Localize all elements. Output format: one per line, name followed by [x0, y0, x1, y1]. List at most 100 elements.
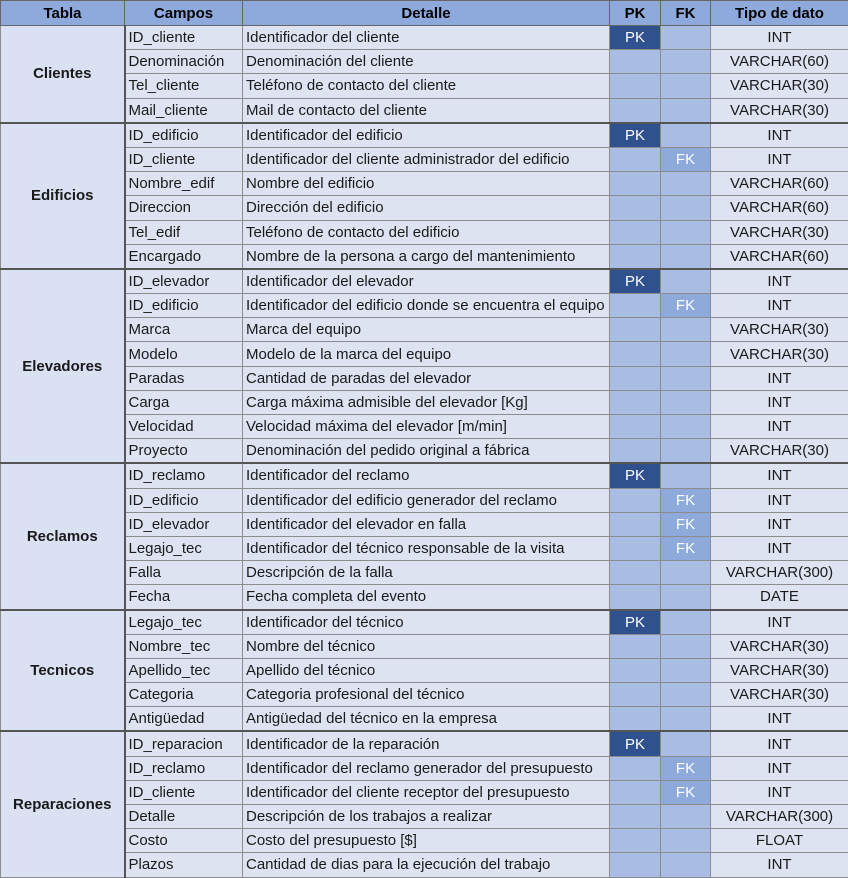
data-type-cell: VARCHAR(60)	[711, 244, 848, 269]
pk-cell	[610, 172, 661, 196]
field-detail-cell: Costo del presupuesto [$]	[243, 829, 610, 853]
data-type-cell: VARCHAR(30)	[711, 658, 848, 682]
pk-cell: PK	[610, 269, 661, 294]
field-detail-cell: Modelo de la marca del equipo	[243, 342, 610, 366]
data-type-cell: INT	[711, 123, 848, 148]
fk-cell	[661, 463, 711, 488]
pk-cell	[610, 196, 661, 220]
data-type-cell: VARCHAR(60)	[711, 172, 848, 196]
field-name-cell: Denominación	[125, 50, 243, 74]
field-name-cell: ID_reclamo	[125, 756, 243, 780]
field-detail-cell: Identificador del edificio donde se encu…	[243, 294, 610, 318]
fk-cell	[661, 853, 711, 877]
pk-cell: PK	[610, 123, 661, 148]
field-name-cell: Paradas	[125, 366, 243, 390]
field-detail-cell: Identificador del técnico responsable de…	[243, 536, 610, 560]
field-name-cell: ID_edificio	[125, 294, 243, 318]
field-detail-cell: Denominación del pedido original a fábri…	[243, 439, 610, 464]
data-type-cell: INT	[711, 512, 848, 536]
data-type-cell: INT	[711, 756, 848, 780]
fk-cell: FK	[661, 756, 711, 780]
fk-cell	[661, 366, 711, 390]
field-name-cell: Plazos	[125, 853, 243, 877]
header-fk: FK	[661, 1, 711, 26]
field-detail-cell: Antigüedad del técnico en la empresa	[243, 707, 610, 732]
data-type-cell: VARCHAR(60)	[711, 50, 848, 74]
pk-cell	[610, 439, 661, 464]
pk-cell	[610, 683, 661, 707]
fk-cell	[661, 196, 711, 220]
data-type-cell: INT	[711, 26, 848, 50]
fk-cell	[661, 98, 711, 123]
fk-cell	[661, 415, 711, 439]
fk-cell: FK	[661, 488, 711, 512]
field-detail-cell: Velocidad máxima del elevador [m/min]	[243, 415, 610, 439]
table-name-cell: Elevadores	[1, 269, 125, 464]
field-name-cell: Nombre_edif	[125, 172, 243, 196]
field-name-cell: ID_cliente	[125, 147, 243, 171]
data-type-cell: INT	[711, 610, 848, 635]
table-name-cell: Tecnicos	[1, 610, 125, 732]
pk-cell	[610, 853, 661, 877]
field-detail-cell: Teléfono de contacto del edificio	[243, 220, 610, 244]
field-detail-cell: Identificador del técnico	[243, 610, 610, 635]
field-name-cell: Legajo_tec	[125, 610, 243, 635]
field-detail-cell: Identificador del elevador	[243, 269, 610, 294]
fk-cell	[661, 172, 711, 196]
pk-cell	[610, 585, 661, 610]
field-detail-cell: Identificador del edificio generador del…	[243, 488, 610, 512]
field-name-cell: Tel_edif	[125, 220, 243, 244]
header-campos: Campos	[125, 1, 243, 26]
fk-cell	[661, 829, 711, 853]
pk-cell: PK	[610, 463, 661, 488]
fk-cell	[661, 683, 711, 707]
field-name-cell: ID_reclamo	[125, 463, 243, 488]
pk-cell	[610, 512, 661, 536]
pk-cell	[610, 147, 661, 171]
field-detail-cell: Identificador del elevador en falla	[243, 512, 610, 536]
fk-cell	[661, 26, 711, 50]
pk-cell	[610, 756, 661, 780]
fk-cell	[661, 658, 711, 682]
data-type-cell: INT	[711, 707, 848, 732]
fk-cell: FK	[661, 536, 711, 560]
field-detail-cell: Cantidad de dias para la ejecución del t…	[243, 853, 610, 877]
pk-cell	[610, 294, 661, 318]
field-detail-cell: Identificador del reclamo generador del …	[243, 756, 610, 780]
field-detail-cell: Descripción de los trabajos a realizar	[243, 805, 610, 829]
field-name-cell: Marca	[125, 318, 243, 342]
data-type-cell: INT	[711, 536, 848, 560]
fk-cell: FK	[661, 512, 711, 536]
data-type-cell: VARCHAR(300)	[711, 561, 848, 585]
field-name-cell: Antigüedad	[125, 707, 243, 732]
field-name-cell: Detalle	[125, 805, 243, 829]
data-type-cell: VARCHAR(300)	[711, 805, 848, 829]
field-name-cell: Mail_cliente	[125, 98, 243, 123]
pk-cell: PK	[610, 610, 661, 635]
field-name-cell: Tel_cliente	[125, 74, 243, 98]
field-detail-cell: Apellido del técnico	[243, 658, 610, 682]
field-detail-cell: Marca del equipo	[243, 318, 610, 342]
field-detail-cell: Identificador del edificio	[243, 123, 610, 148]
data-type-cell: DATE	[711, 585, 848, 610]
fk-cell	[661, 634, 711, 658]
pk-cell	[610, 74, 661, 98]
pk-cell	[610, 415, 661, 439]
fk-cell	[661, 123, 711, 148]
